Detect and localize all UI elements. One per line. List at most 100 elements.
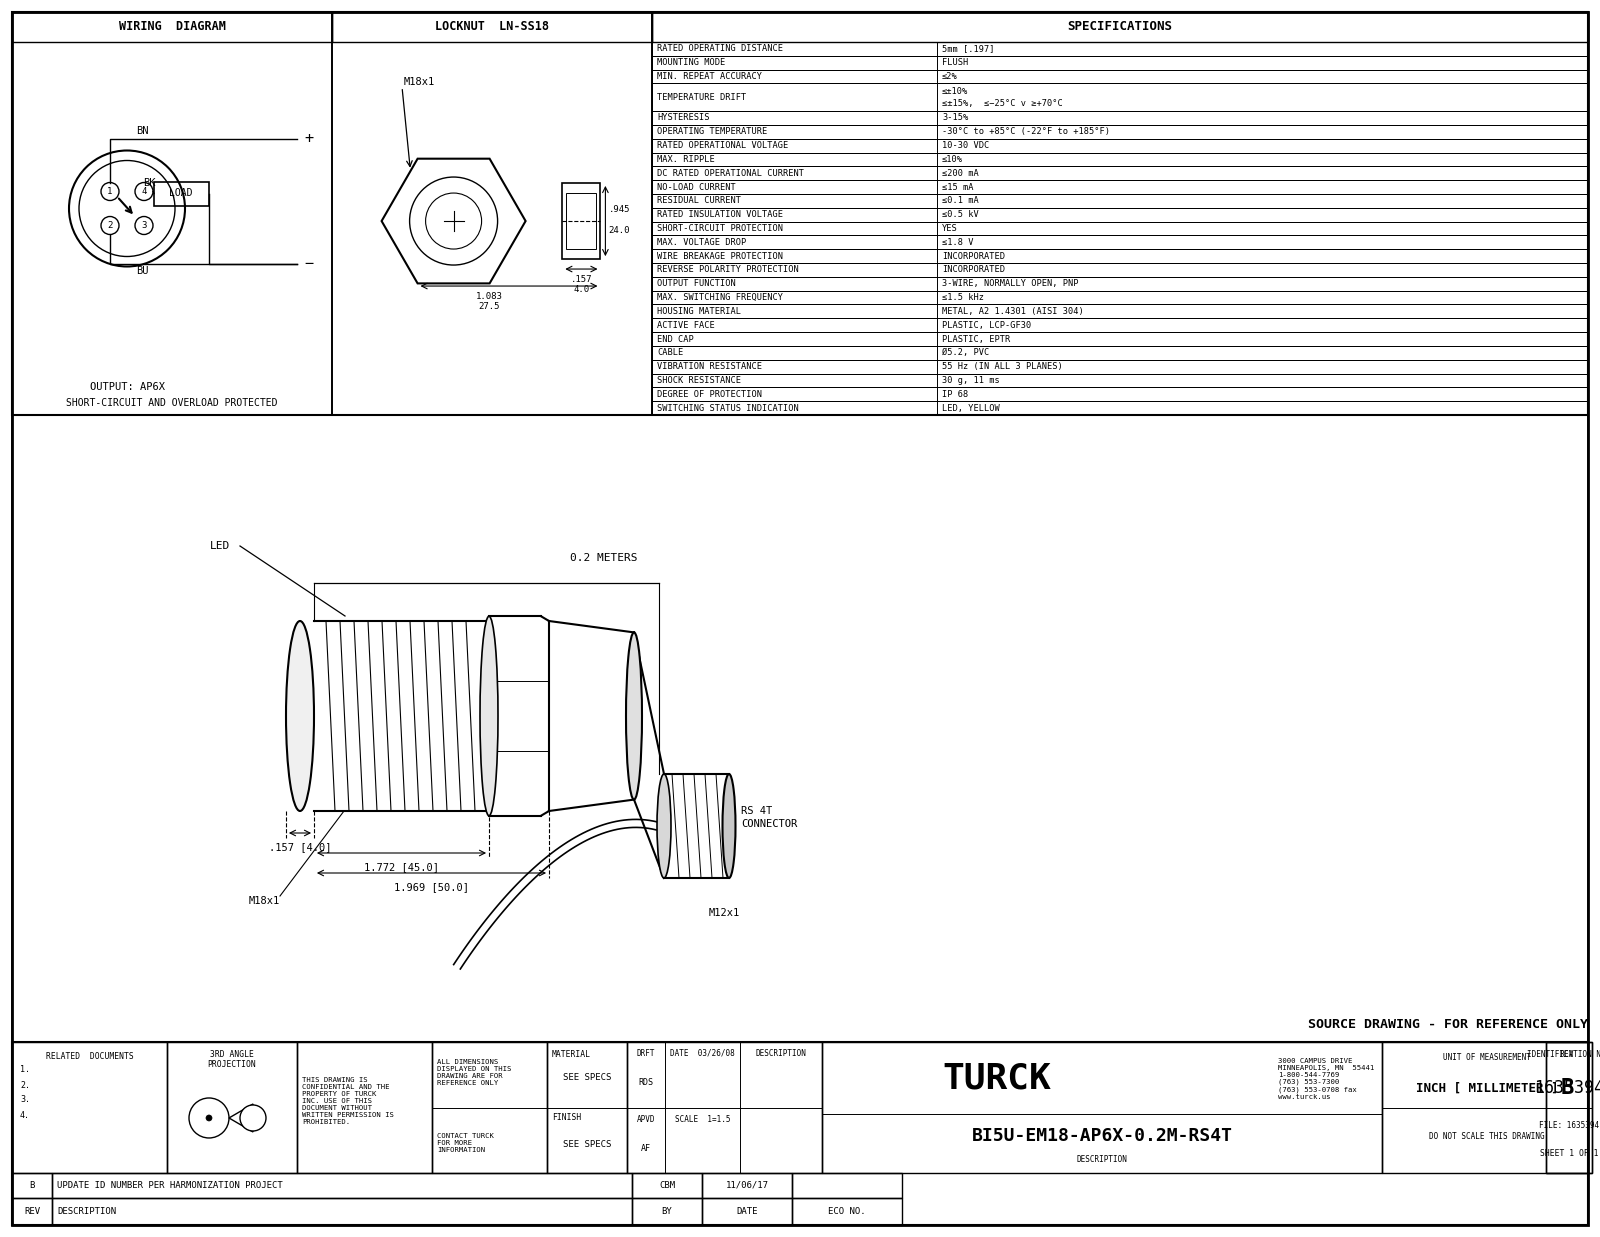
Text: B: B xyxy=(1560,1077,1574,1098)
Text: VIBRATION RESISTANCE: VIBRATION RESISTANCE xyxy=(658,362,762,371)
Text: HYSTERESIS: HYSTERESIS xyxy=(658,114,709,122)
Circle shape xyxy=(206,1115,211,1121)
Bar xyxy=(13,12,1587,414)
Text: M18x1: M18x1 xyxy=(248,896,280,905)
Text: CBM: CBM xyxy=(659,1181,675,1190)
Text: ≤10%: ≤10% xyxy=(942,155,963,165)
Bar xyxy=(822,1042,1382,1173)
Text: 2.: 2. xyxy=(19,1080,30,1090)
Circle shape xyxy=(69,151,186,266)
Text: DATE: DATE xyxy=(736,1207,758,1216)
Text: 11/06/17: 11/06/17 xyxy=(725,1181,768,1190)
Bar xyxy=(653,387,1587,401)
Text: ≤±10%: ≤±10% xyxy=(942,88,968,96)
Bar xyxy=(653,56,1587,69)
Bar xyxy=(632,1173,702,1197)
Text: DESCRIPTION: DESCRIPTION xyxy=(1077,1155,1128,1164)
Text: MOUNTING MODE: MOUNTING MODE xyxy=(658,58,725,67)
Text: PLASTIC, EPTR: PLASTIC, EPTR xyxy=(942,334,1010,344)
Bar xyxy=(653,263,1587,277)
Bar xyxy=(1382,1042,1592,1173)
Bar xyxy=(653,69,1587,83)
Circle shape xyxy=(101,216,118,235)
Text: .157: .157 xyxy=(571,275,592,283)
Polygon shape xyxy=(229,1103,253,1132)
Ellipse shape xyxy=(626,632,642,799)
Bar xyxy=(653,166,1587,181)
Text: REVERSE POLARITY PROTECTION: REVERSE POLARITY PROTECTION xyxy=(658,266,798,275)
Bar xyxy=(792,1197,902,1225)
Bar xyxy=(51,1197,632,1225)
Bar xyxy=(566,193,597,249)
Text: 1.: 1. xyxy=(19,1065,30,1075)
Text: -30°C to +85°C (-22°F to +185°F): -30°C to +85°C (-22°F to +185°F) xyxy=(942,127,1110,136)
Text: ≤2%: ≤2% xyxy=(942,72,958,82)
Text: BU: BU xyxy=(136,266,149,276)
Bar xyxy=(13,1197,51,1225)
Text: CABLE: CABLE xyxy=(658,349,683,357)
Circle shape xyxy=(134,183,154,200)
Text: ≤1.5 kHz: ≤1.5 kHz xyxy=(942,293,984,302)
Text: BN: BN xyxy=(136,126,149,136)
Text: MAX. RIPPLE: MAX. RIPPLE xyxy=(658,155,715,165)
Text: ALL DIMENSIONS
DISPLAYED ON THIS
DRAWING ARE FOR
REFERENCE ONLY: ALL DIMENSIONS DISPLAYED ON THIS DRAWING… xyxy=(437,1059,512,1086)
Text: SPECIFICATIONS: SPECIFICATIONS xyxy=(1067,21,1173,33)
Text: RS 4T: RS 4T xyxy=(741,807,773,816)
Text: BY: BY xyxy=(662,1207,672,1216)
Text: LOCKNUT  LN-SS18: LOCKNUT LN-SS18 xyxy=(435,21,549,33)
Text: OUTPUT FUNCTION: OUTPUT FUNCTION xyxy=(658,280,736,288)
Text: SHOCK RESISTANCE: SHOCK RESISTANCE xyxy=(658,376,741,385)
Text: SHEET 1 OF 1: SHEET 1 OF 1 xyxy=(1539,1149,1598,1158)
Text: SWITCHING STATUS INDICATION: SWITCHING STATUS INDICATION xyxy=(658,403,798,413)
Bar xyxy=(432,1042,547,1173)
Text: IP 68: IP 68 xyxy=(942,390,968,398)
Bar xyxy=(653,401,1587,414)
Bar xyxy=(792,1173,902,1197)
Text: RELATED  DOCUMENTS: RELATED DOCUMENTS xyxy=(46,1051,133,1061)
Bar xyxy=(653,152,1587,166)
Circle shape xyxy=(240,1105,266,1131)
Text: FLUSH: FLUSH xyxy=(942,58,968,67)
Bar xyxy=(1546,1042,1587,1173)
Bar xyxy=(298,1042,432,1173)
Bar xyxy=(653,12,1587,42)
Text: INCORPORATED: INCORPORATED xyxy=(942,251,1005,261)
Text: 24.0: 24.0 xyxy=(608,225,630,235)
Text: UPDATE ID NUMBER PER HARMONIZATION PROJECT: UPDATE ID NUMBER PER HARMONIZATION PROJE… xyxy=(58,1181,283,1190)
Text: ≤0.5 kV: ≤0.5 kV xyxy=(942,210,979,219)
Text: TURCK: TURCK xyxy=(942,1061,1051,1096)
Bar xyxy=(13,12,333,42)
Text: 55 Hz (IN ALL 3 PLANES): 55 Hz (IN ALL 3 PLANES) xyxy=(942,362,1062,371)
Text: ≤200 mA: ≤200 mA xyxy=(942,168,979,178)
Text: RATED OPERATING DISTANCE: RATED OPERATING DISTANCE xyxy=(658,45,782,53)
Text: SCALE  1=1.5: SCALE 1=1.5 xyxy=(675,1115,730,1123)
Text: WIRE BREAKAGE PROTECTION: WIRE BREAKAGE PROTECTION xyxy=(658,251,782,261)
Bar xyxy=(653,125,1587,139)
Text: 1: 1 xyxy=(107,187,112,195)
Text: 3.: 3. xyxy=(19,1096,30,1105)
Bar xyxy=(653,181,1587,194)
Bar xyxy=(653,83,1587,111)
Text: REV: REV xyxy=(1560,1050,1574,1059)
Text: NO-LOAD CURRENT: NO-LOAD CURRENT xyxy=(658,183,736,192)
Bar xyxy=(653,360,1587,374)
Bar xyxy=(702,1197,792,1225)
Text: HOUSING MATERIAL: HOUSING MATERIAL xyxy=(658,307,741,315)
Text: DESCRIPTION: DESCRIPTION xyxy=(58,1207,117,1216)
Text: INCH [ MILLIMETER ]: INCH [ MILLIMETER ] xyxy=(1416,1081,1558,1095)
Bar xyxy=(653,12,1587,414)
Bar xyxy=(333,12,653,42)
Text: END CAP: END CAP xyxy=(658,334,694,344)
Text: −: − xyxy=(304,256,314,271)
Circle shape xyxy=(101,183,118,200)
Text: UNIT OF MEASUREMENT: UNIT OF MEASUREMENT xyxy=(1443,1053,1531,1063)
Text: YES: YES xyxy=(942,224,958,233)
Text: .157 [4.0]: .157 [4.0] xyxy=(269,842,331,852)
Ellipse shape xyxy=(286,621,314,811)
Text: MIN. REPEAT ACCURACY: MIN. REPEAT ACCURACY xyxy=(658,72,762,82)
Bar xyxy=(653,277,1587,291)
Text: AF: AF xyxy=(642,1144,651,1153)
Text: DESCRIPTION: DESCRIPTION xyxy=(755,1049,806,1058)
Text: 3000 CAMPUS DRIVE
MINNEAPOLIS, MN  55441
1-800-544-7769
(763) 553-7300
(763) 553: 3000 CAMPUS DRIVE MINNEAPOLIS, MN 55441 … xyxy=(1278,1058,1374,1100)
Text: OUTPUT: AP6X: OUTPUT: AP6X xyxy=(90,382,165,392)
